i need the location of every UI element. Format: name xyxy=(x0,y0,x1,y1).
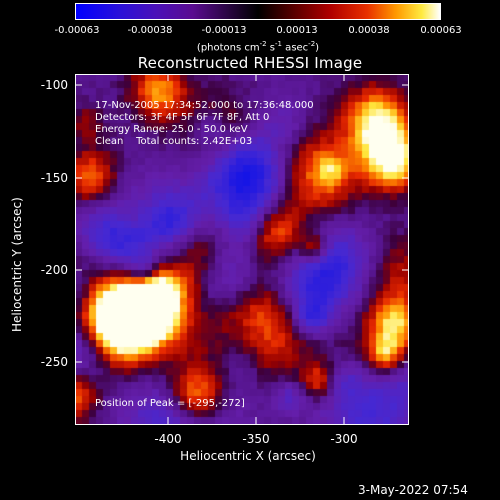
y-tick-label: -150 xyxy=(40,171,68,185)
y-axis-label: Heliocentric Y (arcsec) xyxy=(10,197,24,332)
peak-position: Position of Peak = [-295,-272] xyxy=(95,398,245,409)
timestamp: 3-May-2022 07:54 xyxy=(358,483,468,497)
y-tick-label: -200 xyxy=(40,263,68,277)
y-tick-label: -100 xyxy=(40,78,68,92)
colorbar-tick-label: -0.00038 xyxy=(127,25,173,36)
colorbar-tick-label: -0.00013 xyxy=(201,25,247,36)
colorbar-tick-label: -0.00063 xyxy=(54,25,100,36)
x-tick-label: -300 xyxy=(330,432,358,446)
x-axis-label: Heliocentric X (arcsec) xyxy=(180,449,316,463)
colorbar-tick-label: 0.00013 xyxy=(276,25,318,36)
y-tick-label: -250 xyxy=(40,355,68,369)
x-tick-label: -400 xyxy=(154,432,182,446)
image-title: Reconstructed RHESSI Image xyxy=(137,54,363,72)
energy-range: Energy Range: 25.0 - 50.0 keV xyxy=(95,124,248,135)
colorbar-units: (photons cm-2 s-1 asec-2) xyxy=(196,40,320,54)
colorbar xyxy=(75,3,441,20)
detectors: Detectors: 3F 4F 5F 6F 7F 8F, Att 0 xyxy=(95,112,270,123)
colorbar-tick-label: 0.00063 xyxy=(420,25,462,36)
rhessi-image xyxy=(75,74,409,424)
time-range: 17-Nov-2005 17:34:52.000 to 17:36:48.000 xyxy=(95,100,314,111)
clean-counts: Clean Total counts: 2.42E+03 xyxy=(95,136,253,147)
observation-info: 17-Nov-2005 17:34:52.000 to 17:36:48.000… xyxy=(95,88,314,160)
x-tick-label: -350 xyxy=(242,432,270,446)
colorbar-tick-label: 0.00038 xyxy=(348,25,390,36)
